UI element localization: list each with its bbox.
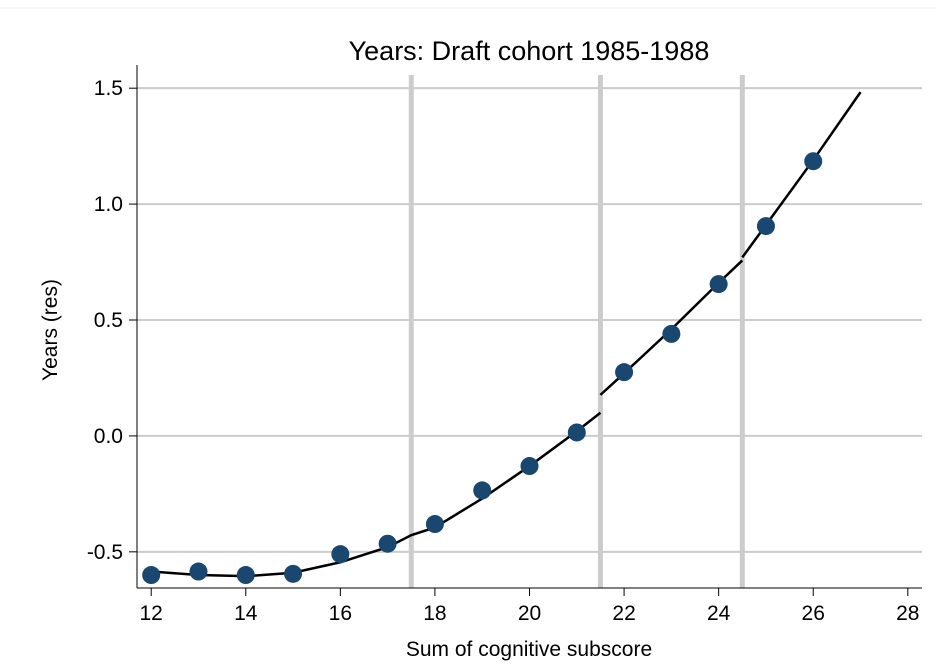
y-axis-label: Years (res) [39, 279, 62, 381]
point [615, 363, 634, 382]
y-tick-label: 1.0 [94, 193, 123, 216]
y-tick-label: 0.5 [94, 309, 123, 332]
x-axis-label: Sum of cognitive subscore [406, 638, 652, 661]
point [425, 515, 444, 534]
point [804, 152, 823, 171]
point [189, 562, 208, 581]
x-tick-label: 26 [802, 602, 825, 625]
y-tick-label: 1.5 [94, 77, 123, 100]
x-tick-label: 16 [329, 602, 352, 625]
y-tick-label: -0.5 [87, 541, 123, 564]
point [331, 545, 350, 564]
x-tick-label: 20 [518, 602, 541, 625]
point [378, 534, 397, 553]
point [284, 564, 303, 583]
point [567, 423, 586, 442]
point [709, 275, 728, 294]
chart-title: Years: Draft cohort 1985-1988 [349, 36, 710, 66]
x-tick-label: 18 [423, 602, 446, 625]
point [662, 324, 681, 343]
point [756, 217, 775, 236]
x-tick-label: 14 [234, 602, 258, 625]
point [142, 566, 161, 585]
point [236, 566, 255, 585]
x-tick-label: 28 [896, 602, 919, 625]
point [473, 481, 492, 500]
x-tick-label: 22 [612, 602, 635, 625]
point [520, 457, 539, 476]
x-tick-label: 24 [707, 602, 731, 625]
x-tick-label: 12 [140, 602, 163, 625]
y-tick-label: 0.0 [94, 425, 123, 448]
fit-line [151, 91, 862, 578]
